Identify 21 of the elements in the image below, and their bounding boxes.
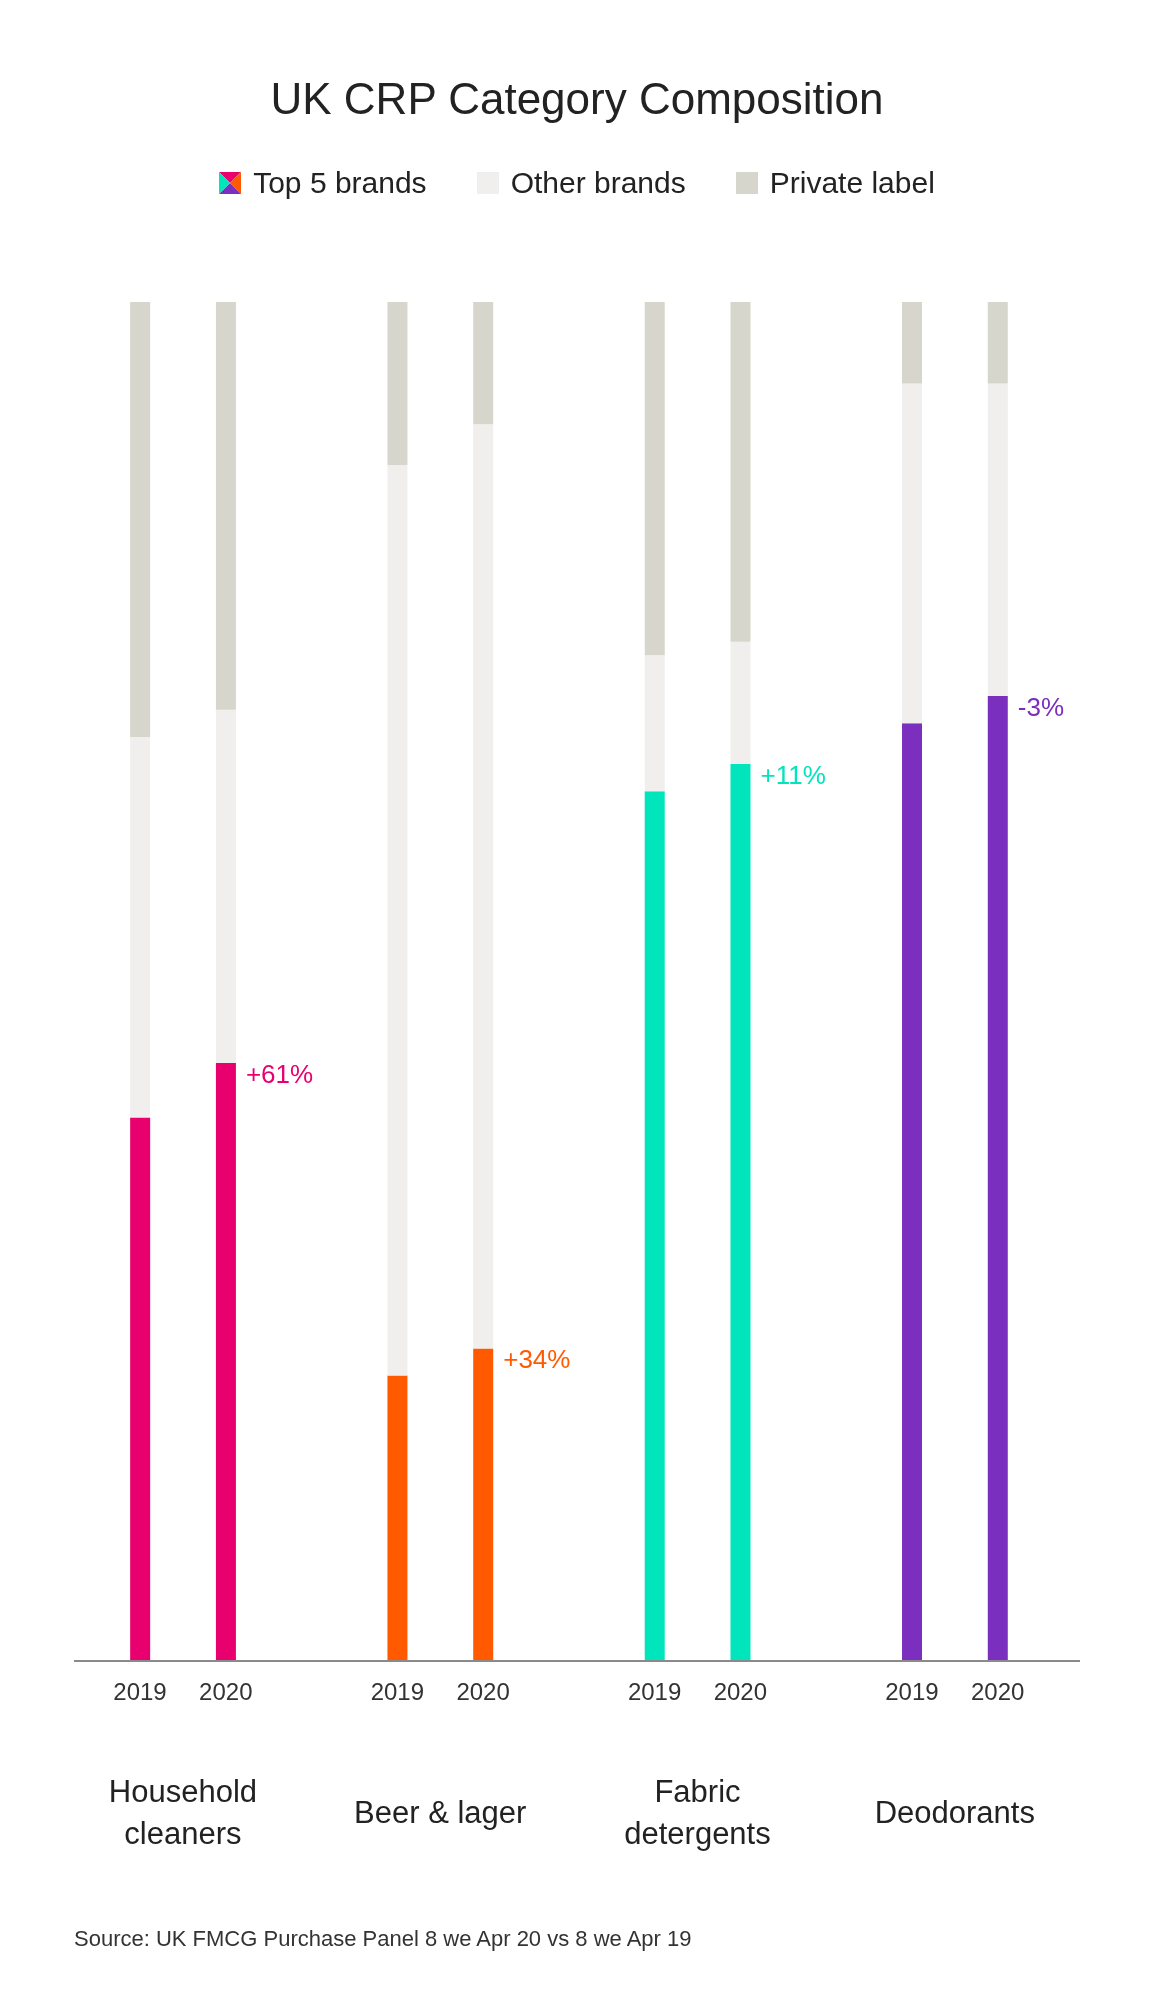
annotation: +61%: [245, 1059, 314, 1090]
legend-label: Other brands: [510, 166, 686, 200]
x-tick-label: 2019: [885, 1678, 939, 1706]
legend-label: Private label: [769, 166, 935, 200]
text: Household cleaners: [107, 1773, 258, 1853]
x-tick-label: 2020: [713, 1678, 768, 1706]
x-tick-label: 2020: [970, 1678, 1025, 1706]
x-tick-label: 2019: [370, 1678, 425, 1706]
text: Beer & lager: [353, 1794, 528, 1832]
x-tick-label: 2020: [199, 1678, 253, 1706]
text: Deodorants: [873, 1794, 1036, 1832]
x-tick-label: 2019: [627, 1678, 682, 1706]
text: Fabric detergents: [623, 1773, 772, 1853]
annotation: +11%: [760, 760, 826, 791]
source-note: Source: UK FMCG Purchase Panel 8 we Apr 20 vs 8 we Apr 19: [74, 1926, 692, 1952]
annotation: -3%: [1017, 692, 1065, 723]
x-tick-label: 2019: [113, 1678, 167, 1706]
annotation: +34%: [503, 1344, 571, 1375]
chart-title: UK CRP Category Composition: [269, 74, 885, 124]
legend-label: Top 5 brands: [253, 166, 427, 200]
x-tick-label: 2020: [456, 1678, 510, 1706]
